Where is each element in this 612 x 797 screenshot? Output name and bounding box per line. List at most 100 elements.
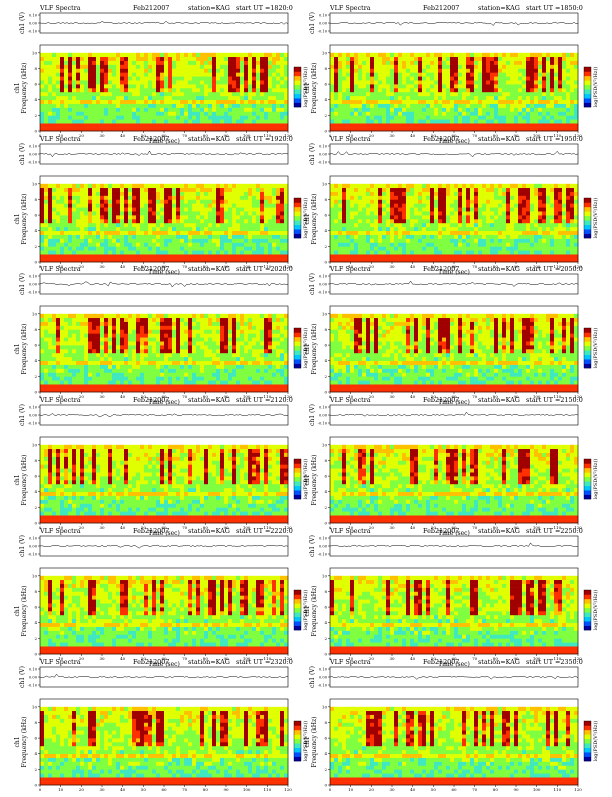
heatmap-cell [128, 246, 132, 250]
heatmap-cell [68, 188, 72, 192]
heatmap-cell [438, 235, 442, 239]
heatmap-cell [164, 88, 168, 92]
heatmap-cell [422, 203, 426, 207]
heatmap-cell [80, 61, 84, 65]
heatmap-cell [438, 119, 442, 123]
heatmap-cell [418, 223, 422, 227]
heatmap-cell [140, 61, 144, 65]
heatmap-cell [510, 184, 514, 188]
heatmap-cell [406, 96, 410, 100]
heatmap-cell [474, 111, 478, 115]
heatmap-cell [136, 207, 140, 211]
heatmap-cell [422, 96, 426, 100]
heatmap-cell [168, 100, 172, 104]
heatmap-cell [462, 211, 466, 215]
heatmap-cell [256, 215, 260, 219]
heatmap-cell [188, 246, 192, 250]
heatmap-cell [100, 127, 104, 131]
heatmap-cell [44, 115, 48, 119]
heatmap-cell [80, 199, 84, 203]
heatmap-cell [386, 108, 390, 112]
heatmap-cell [514, 227, 518, 231]
heatmap-cell [346, 61, 350, 65]
heatmap-cell [390, 108, 394, 112]
heatmap-cell [92, 203, 96, 207]
heatmap-cell [236, 57, 240, 61]
heatmap-cell [48, 211, 52, 215]
heatmap-cell [236, 239, 240, 243]
heatmap-cell [108, 84, 112, 88]
heatmap-cell [40, 239, 44, 243]
heatmap-cell [354, 227, 358, 231]
heatmap-cell [466, 184, 470, 188]
heatmap-cell [64, 207, 68, 211]
heatmap-cell [152, 254, 156, 258]
heatmap-cell [374, 96, 378, 100]
heatmap-cell [76, 254, 80, 258]
heatmap-cell [414, 196, 418, 200]
heatmap-cell [498, 68, 502, 72]
heatmap-cell [132, 250, 136, 254]
heatmap-cell [172, 57, 176, 61]
colorbar-swatch [584, 67, 591, 72]
heatmap-cell [518, 111, 522, 115]
heatmap-cell [478, 61, 482, 65]
heatmap-cell [334, 211, 338, 215]
heatmap-cell [430, 219, 434, 223]
heatmap-cell [268, 242, 272, 246]
heatmap-cell [506, 108, 510, 112]
heatmap-cell [522, 80, 526, 84]
heatmap-cell [458, 96, 462, 100]
heatmap-cell [240, 119, 244, 123]
heatmap-cell [180, 108, 184, 112]
heatmap-cell [394, 207, 398, 211]
heatmap-cell [196, 207, 200, 211]
heatmap-cell [474, 53, 478, 57]
heatmap-cell [422, 223, 426, 227]
heatmap-cell [148, 57, 152, 61]
heatmap-cell [152, 96, 156, 100]
heatmap-cell [224, 53, 228, 57]
heatmap-cell [136, 188, 140, 192]
heatmap-cell [104, 72, 108, 76]
heatmap-cell [140, 84, 144, 88]
heatmap-cell [458, 76, 462, 80]
heatmap-cell [56, 219, 60, 223]
heatmap-cell [112, 246, 116, 250]
heatmap-cell [216, 203, 220, 207]
heatmap-cell [390, 88, 394, 92]
heatmap-cell [188, 88, 192, 92]
heatmap-cell [434, 61, 438, 65]
heatmap-cell [196, 188, 200, 192]
heatmap-cell [184, 211, 188, 215]
heatmap-cell [224, 258, 228, 262]
heatmap-cell [534, 123, 538, 127]
heatmap-cell [172, 80, 176, 84]
heatmap-cell [518, 199, 522, 203]
heatmap-cell [208, 104, 212, 108]
heatmap-cell [84, 239, 88, 243]
heatmap-cell [208, 80, 212, 84]
heatmap-cell [502, 231, 506, 235]
heatmap-cell [232, 211, 236, 215]
heatmap-cell [534, 65, 538, 69]
heatmap-cell [494, 199, 498, 203]
heatmap-cell [374, 207, 378, 211]
heatmap-cell [330, 196, 334, 200]
heatmap-cell [112, 199, 116, 203]
heatmap-cell [362, 88, 366, 92]
heatmap-cell [68, 104, 72, 108]
heatmap-cell [538, 239, 542, 243]
heatmap-cell [570, 123, 574, 127]
heatmap-cell [228, 115, 232, 119]
heatmap-cell [338, 61, 342, 65]
heatmap-cell [208, 242, 212, 246]
heatmap-cell [522, 227, 526, 231]
heatmap-cell [100, 92, 104, 96]
heatmap-cell [84, 203, 88, 207]
heatmap-cell [180, 100, 184, 104]
heatmap-cell [430, 72, 434, 76]
heatmap-cell [240, 65, 244, 69]
heatmap-cell [212, 211, 216, 215]
heatmap-cell [160, 65, 164, 69]
